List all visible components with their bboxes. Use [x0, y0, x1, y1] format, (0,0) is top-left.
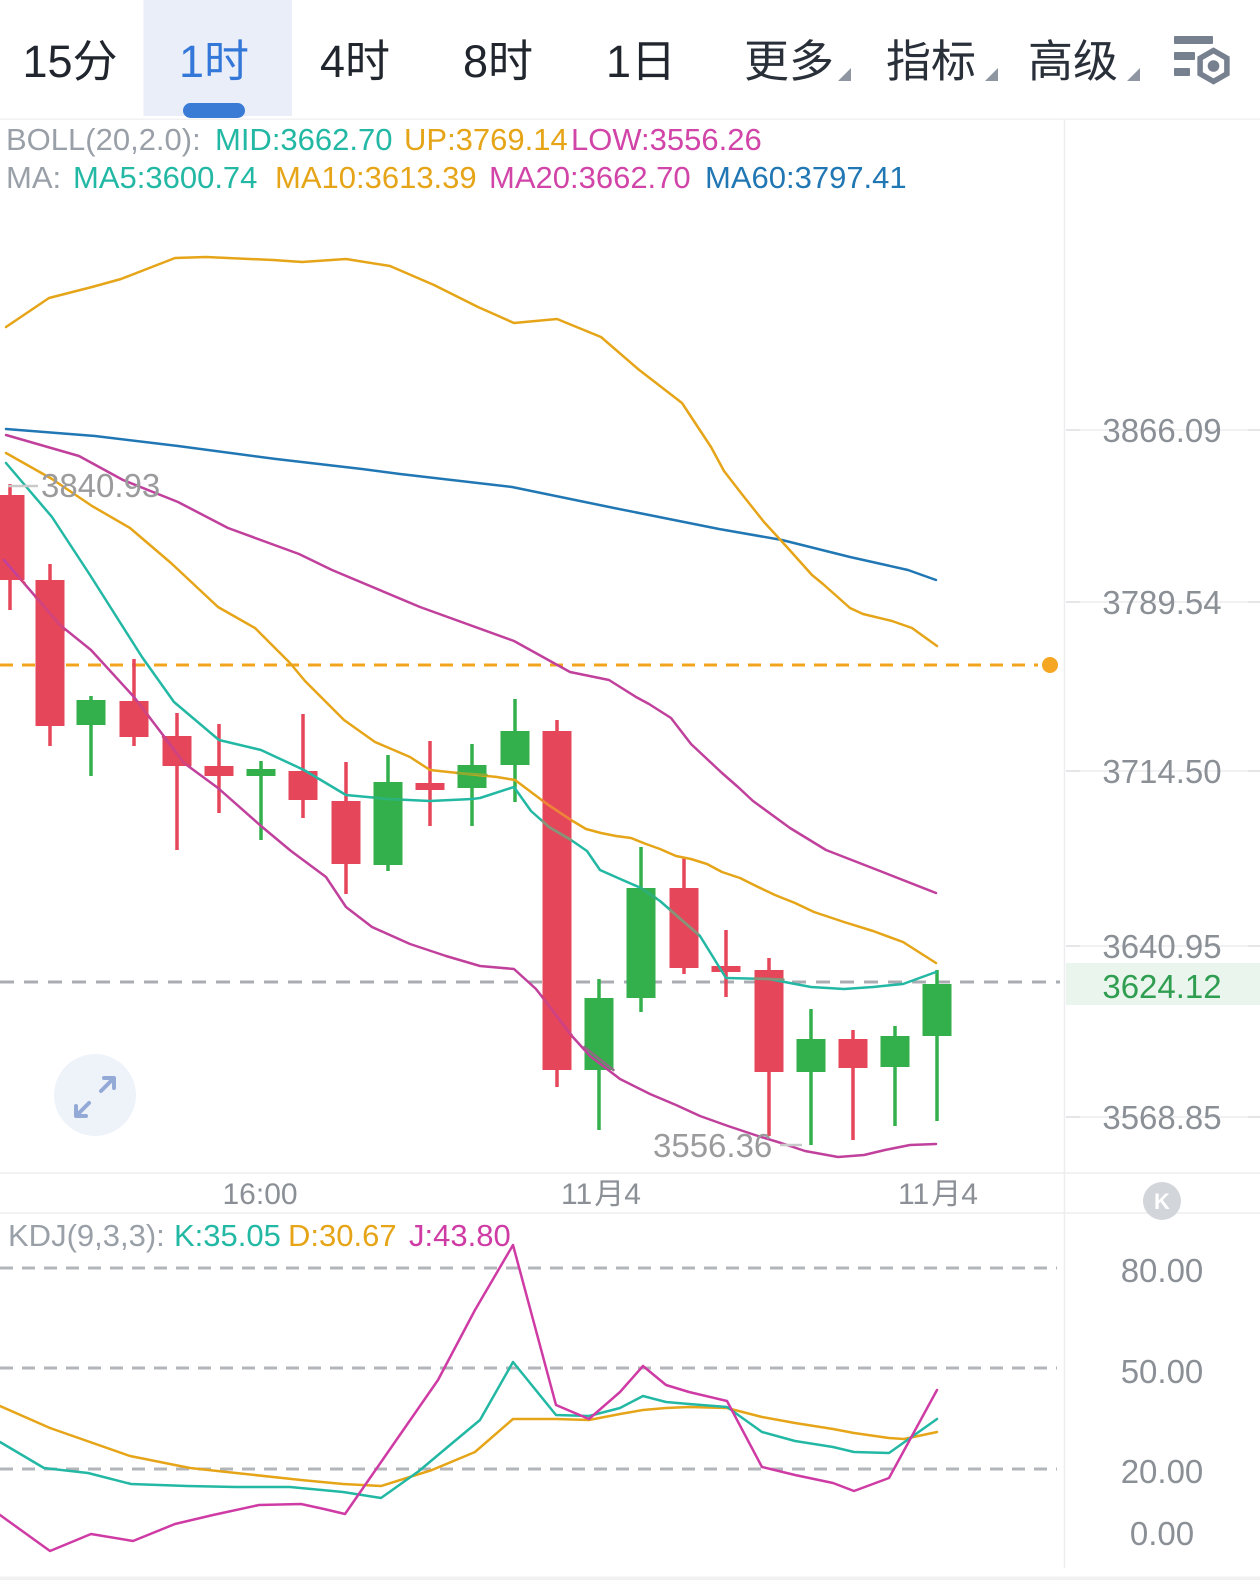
- svg-text:3789.54: 3789.54: [1102, 584, 1221, 621]
- svg-text:4: 4: [961, 1178, 978, 1211]
- svg-text:11: 11: [898, 1178, 929, 1211]
- svg-text:MA10:3613.39: MA10:3613.39: [275, 160, 477, 195]
- svg-text:LOW:3556.26: LOW:3556.26: [571, 122, 762, 157]
- svg-text:4: 4: [624, 1178, 641, 1211]
- svg-text:K: K: [1154, 1189, 1170, 1214]
- svg-text:3866.09: 3866.09: [1102, 412, 1221, 449]
- svg-text:0.00: 0.00: [1130, 1515, 1194, 1552]
- svg-text:1: 1: [179, 36, 204, 87]
- svg-text:K:35.05: K:35.05: [174, 1218, 281, 1253]
- svg-text:MID:3662.70: MID:3662.70: [215, 122, 393, 157]
- svg-text:50.00: 50.00: [1121, 1353, 1204, 1390]
- svg-text:16:00: 16:00: [223, 1178, 298, 1211]
- svg-text:3568.85: 3568.85: [1102, 1099, 1221, 1136]
- svg-text:MA5:3600.74: MA5:3600.74: [73, 160, 257, 195]
- svg-text:20.00: 20.00: [1121, 1453, 1204, 1490]
- svg-text:8: 8: [463, 36, 488, 87]
- svg-text:3556.36: 3556.36: [653, 1127, 772, 1164]
- svg-text:3714.50: 3714.50: [1102, 753, 1221, 790]
- svg-text:J:43.80: J:43.80: [409, 1218, 511, 1253]
- svg-text:UP:3769.14: UP:3769.14: [404, 122, 568, 157]
- svg-text:MA:: MA:: [6, 160, 61, 195]
- svg-text:3840.93: 3840.93: [41, 467, 160, 504]
- svg-text:80.00: 80.00: [1121, 1252, 1204, 1289]
- svg-text:3640.95: 3640.95: [1102, 928, 1221, 965]
- svg-text:1: 1: [606, 36, 631, 87]
- svg-text:3624.12: 3624.12: [1102, 968, 1221, 1005]
- svg-text:D:30.67: D:30.67: [288, 1218, 397, 1253]
- svg-text:MA60:3797.41: MA60:3797.41: [705, 160, 907, 195]
- svg-text:MA20:3662.70: MA20:3662.70: [489, 160, 691, 195]
- svg-text:BOLL(20,2.0):: BOLL(20,2.0):: [6, 122, 201, 157]
- svg-text:KDJ(9,3,3):: KDJ(9,3,3):: [8, 1218, 165, 1253]
- svg-text:11: 11: [561, 1178, 592, 1211]
- svg-text:4: 4: [320, 36, 345, 87]
- svg-text:15: 15: [23, 36, 73, 87]
